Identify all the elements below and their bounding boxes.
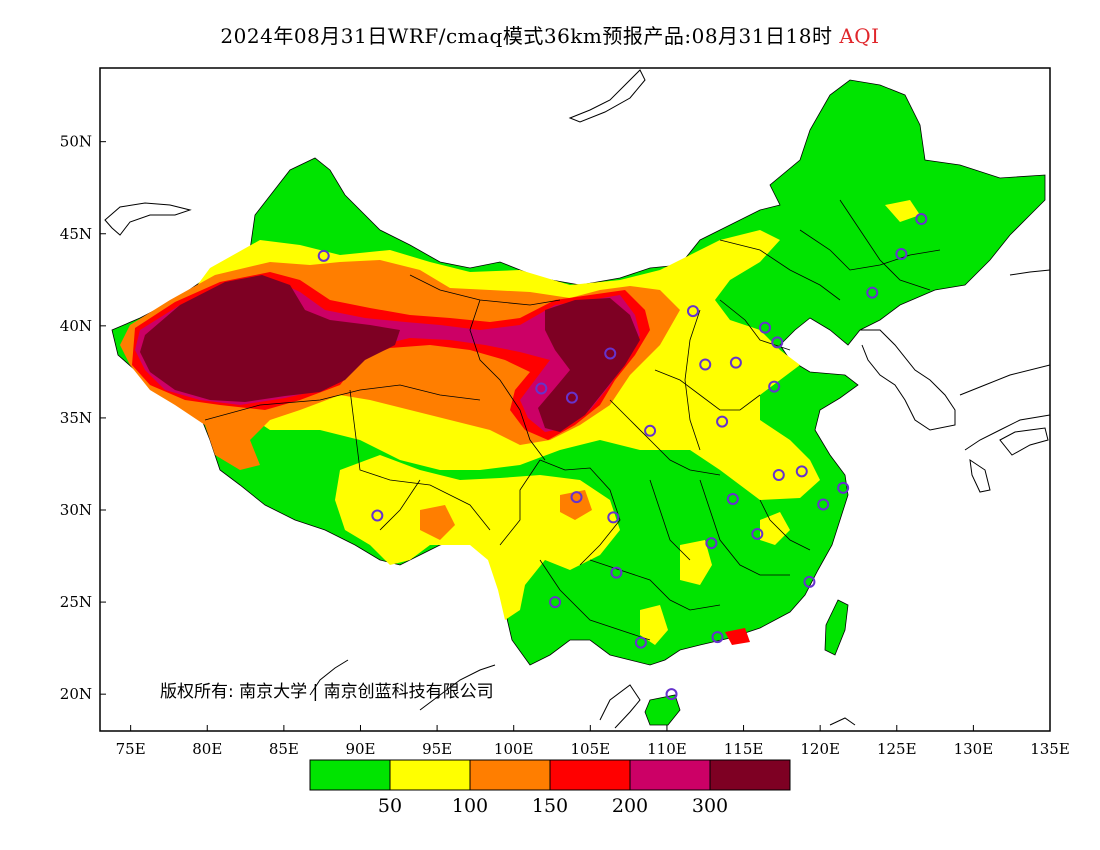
colorbar-break-label: 100 bbox=[452, 795, 488, 817]
map-frame bbox=[99, 67, 1051, 732]
map-axes: 75E 80E 85E 90E 95E 100E 105E 110E 115E 120E 125E 1… bbox=[60, 133, 1070, 758]
lon-tick-label: 120E bbox=[800, 740, 840, 758]
station-markers bbox=[317, 213, 928, 701]
aqi-colorbar: 50 100 150 200 300 bbox=[309, 759, 791, 817]
lat-tick-label: 50N bbox=[60, 133, 92, 151]
lon-tick-label: 105E bbox=[571, 740, 611, 758]
station-marker bbox=[768, 380, 781, 393]
title-prefix: 2024年08月31日WRF/cmaq模式36km预报产品:08月31日18时 bbox=[220, 24, 833, 48]
station-marker bbox=[803, 575, 816, 588]
lon-tick-label: 100E bbox=[494, 740, 534, 758]
station-marker bbox=[317, 249, 330, 262]
colorbar-swatch bbox=[549, 759, 631, 791]
colorbar-break-label: 150 bbox=[532, 795, 568, 817]
station-marker bbox=[837, 481, 850, 494]
station-marker bbox=[644, 424, 657, 437]
station-marker bbox=[716, 415, 729, 428]
lon-tick-label: 75E bbox=[116, 740, 146, 758]
aqi-yellow-south bbox=[335, 455, 620, 620]
lat-tick-label: 35N bbox=[60, 409, 92, 427]
station-marker bbox=[759, 321, 771, 334]
aqi-orange-patch-1 bbox=[420, 505, 455, 540]
map-content: 版权所有: 南京大学 | 南京创蓝科技有限公司 bbox=[104, 69, 1050, 729]
station-marker bbox=[915, 213, 928, 226]
station-marker bbox=[686, 305, 699, 318]
map-title: 2024年08月31日WRF/cmaq模式36km预报产品:08月31日18时 … bbox=[0, 20, 1100, 49]
aqi-yellow-patch-4 bbox=[885, 200, 920, 222]
station-marker bbox=[705, 537, 718, 550]
province-boundaries bbox=[204, 199, 941, 641]
colorbar-break-label: 200 bbox=[612, 795, 648, 817]
colorbar-swatch bbox=[389, 759, 471, 791]
station-marker bbox=[772, 469, 785, 482]
lon-tick-label: 135E bbox=[1030, 740, 1070, 758]
lon-tick-label: 85E bbox=[269, 740, 299, 758]
station-marker bbox=[549, 596, 562, 609]
colorbar-break-label: 50 bbox=[378, 795, 402, 817]
foreign-coastlines bbox=[104, 69, 1050, 729]
aqi-yellow-patch-2 bbox=[640, 605, 668, 645]
lon-tick-label: 95E bbox=[422, 740, 452, 758]
lat-tick-label: 25N bbox=[60, 593, 92, 611]
station-marker bbox=[565, 391, 578, 404]
colorbar-swatch bbox=[309, 759, 391, 791]
lat-tick-label: 20N bbox=[60, 685, 92, 703]
lat-tick-label: 40N bbox=[60, 317, 92, 335]
station-marker bbox=[866, 286, 879, 299]
aqi-orange-patch-2 bbox=[560, 490, 592, 520]
aqi-red-hotspot bbox=[725, 628, 750, 645]
station-marker bbox=[711, 631, 724, 644]
station-marker bbox=[751, 527, 764, 540]
copyright-text: 版权所有: 南京大学 | 南京创蓝科技有限公司 bbox=[160, 682, 494, 702]
aqi-maroon-tarim bbox=[140, 275, 400, 402]
station-marker bbox=[535, 382, 548, 395]
taiwan-island bbox=[824, 599, 849, 656]
station-marker bbox=[817, 498, 830, 511]
station-marker bbox=[726, 492, 739, 505]
station-marker bbox=[665, 688, 678, 701]
station-marker bbox=[371, 509, 384, 522]
lon-tick-label: 130E bbox=[954, 740, 994, 758]
station-marker bbox=[771, 336, 784, 349]
lon-tick-label: 110E bbox=[647, 740, 687, 758]
station-marker bbox=[607, 511, 620, 524]
lon-tick-label: 115E bbox=[724, 740, 764, 758]
lon-tick-label: 125E bbox=[877, 740, 917, 758]
station-marker bbox=[610, 566, 623, 579]
station-marker bbox=[604, 347, 617, 360]
aqi-maroon-ordos bbox=[538, 298, 640, 432]
lon-tick-label: 90E bbox=[345, 740, 375, 758]
station-marker bbox=[699, 358, 712, 371]
lon-tick-label: 80E bbox=[192, 740, 222, 758]
lat-tick-label: 45N bbox=[60, 225, 92, 243]
station-marker bbox=[729, 356, 742, 369]
station-marker bbox=[634, 636, 647, 649]
hainan-island bbox=[644, 694, 681, 726]
aqi-yellow-patch-3 bbox=[760, 512, 790, 545]
aqi-yellow-patch-1 bbox=[680, 540, 712, 585]
title-variable: AQI bbox=[839, 24, 880, 48]
colorbar-swatch bbox=[629, 759, 711, 791]
colorbar-break-label: 300 bbox=[692, 795, 728, 817]
station-marker bbox=[570, 491, 583, 504]
lat-tick-label: 30N bbox=[60, 501, 92, 519]
colorbar-swatch bbox=[709, 759, 791, 791]
station-marker bbox=[795, 465, 808, 478]
station-marker bbox=[895, 248, 908, 261]
colorbar-swatch bbox=[469, 759, 551, 791]
